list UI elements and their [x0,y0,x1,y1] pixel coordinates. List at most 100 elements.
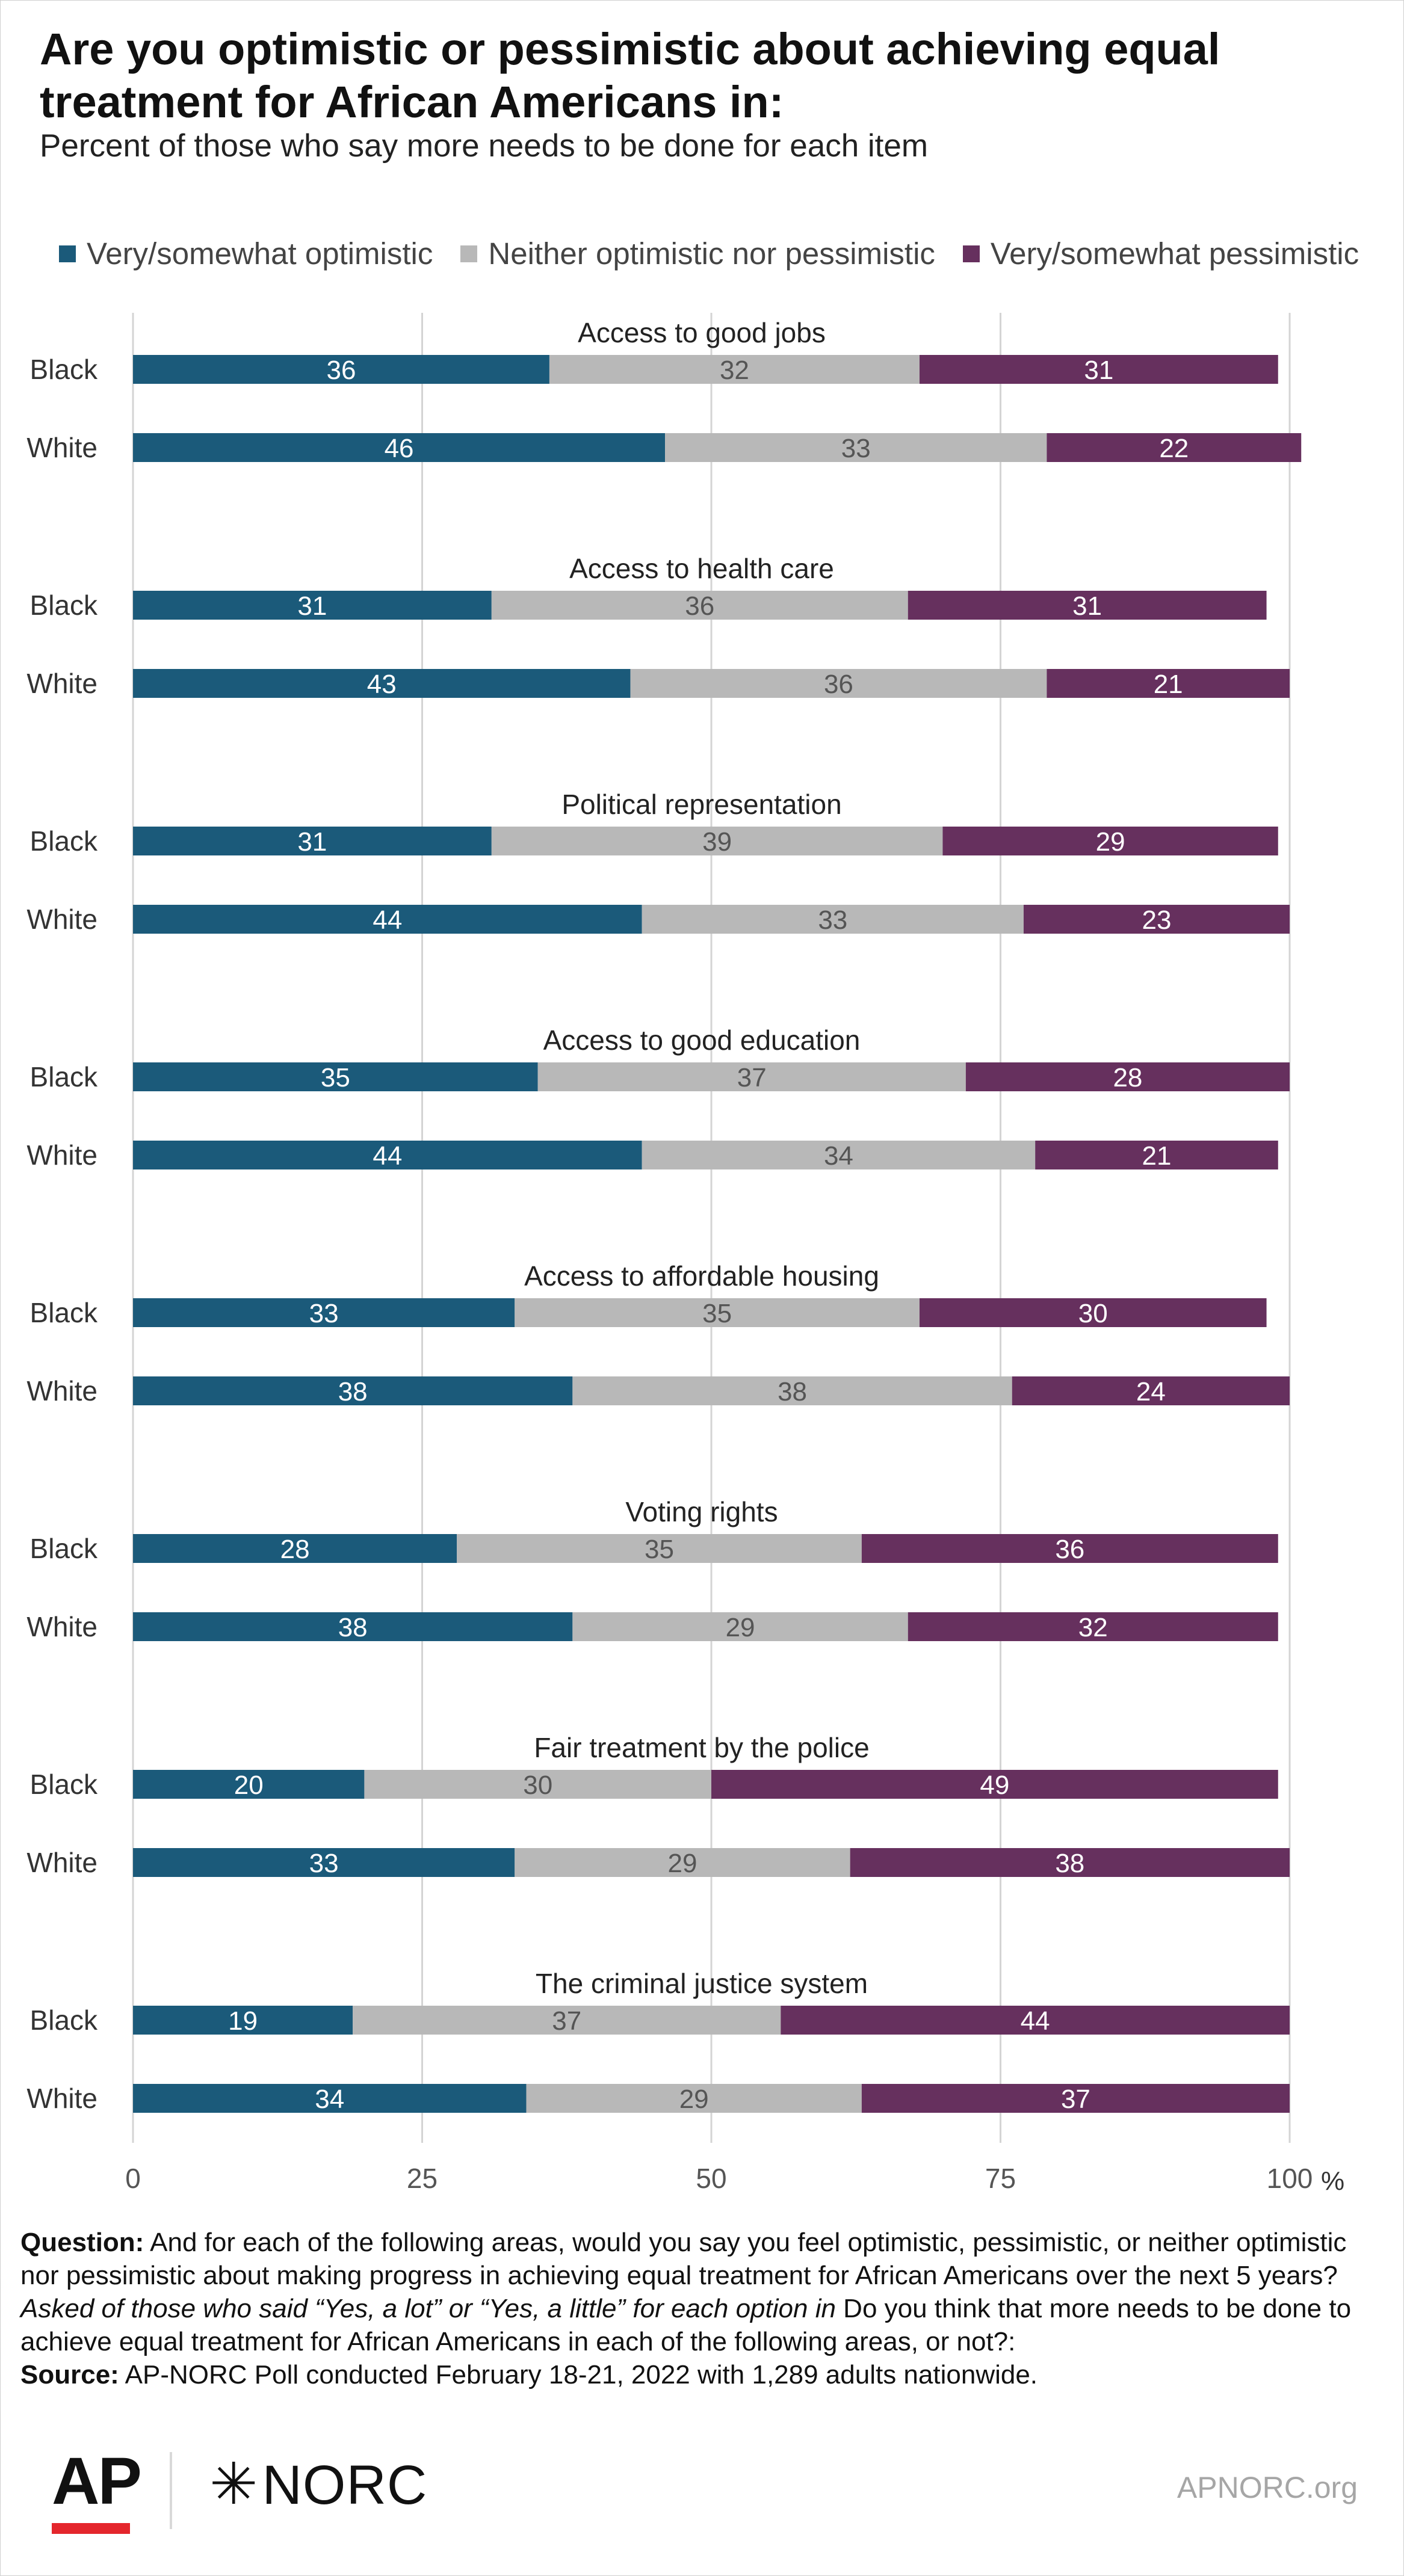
bar-segment-neither [491,591,908,620]
bar-segment-neither [353,2006,781,2035]
row-label: Black [30,1061,98,1092]
bar-segment-pessimistic [942,827,1278,855]
bar-segment-optimistic [133,905,642,934]
group-title: Access to health care [569,553,834,584]
bar-segment-neither [526,2084,862,2113]
data-label-neither: 32 [720,356,749,385]
x-tick-label-25: 25 [407,2163,438,2194]
data-label-optimistic: 43 [367,670,397,699]
question-text: And for each of the following areas, wou… [20,2228,1347,2290]
bar-segment-neither [572,1376,1012,1405]
bar-segment-pessimistic [711,1770,1278,1799]
bar-segment-pessimistic [861,2084,1290,2113]
question-label: Question: [20,2228,144,2257]
data-label-neither: 34 [824,1141,853,1171]
data-label-optimistic: 33 [309,1299,339,1328]
data-label-neither: 36 [824,670,853,699]
data-label-optimistic: 31 [297,591,327,621]
row-label: Black [30,1533,98,1564]
bar-segment-optimistic [133,591,492,620]
bar-segment-neither [364,1770,711,1799]
group-title: Voting rights [625,1496,778,1527]
row-label: White [26,1611,97,1642]
data-label-neither: 38 [778,1377,807,1407]
bar-segment-neither [572,1612,908,1641]
chart-notes: Question: And for each of the following … [20,2226,1381,2391]
ap-logo: AP [52,2444,142,2518]
bar-segment-optimistic [133,2006,353,2035]
data-label-pessimistic: 37 [1061,2085,1090,2114]
bar-segment-optimistic [133,1534,457,1563]
norc-logo: ✳NORC [209,2452,428,2516]
bar-segment-neither [630,669,1047,698]
row-label: Black [30,2004,98,2036]
data-label-pessimistic: 49 [980,1770,1009,1800]
legend-item-neither: Neither optimistic nor pessimistic [460,236,935,271]
site-link[interactable]: APNORC.org [1177,2471,1358,2504]
group-title: Access to good education [543,1025,861,1056]
row-label: Black [30,1769,98,1800]
row-label: White [26,432,97,463]
asked-italic-text: Asked of those who said “Yes, a lot” or … [20,2294,836,2323]
x-tick-label-50: 50 [696,2163,726,2194]
data-label-pessimistic: 44 [1021,2006,1050,2036]
x-tick-label-0: 0 [125,2163,141,2194]
chart-title: Are you optimistic or pessimistic about … [40,24,1220,127]
data-label-pessimistic: 29 [1096,827,1125,857]
bar-segment-neither [537,1062,966,1091]
data-label-pessimistic: 32 [1078,1613,1108,1642]
data-label-neither: 29 [679,2085,709,2114]
data-label-optimistic: 34 [315,2085,344,2114]
data-label-optimistic: 20 [234,1770,264,1800]
data-label-neither: 35 [645,1535,674,1564]
stacked-bar-chart: 0 25 50 75 100 % Access to good jobs Black 36 32 3… [26,313,1344,2196]
data-label-neither: 29 [726,1613,755,1642]
legend-swatch-optimistic [59,245,76,262]
data-label-pessimistic: 22 [1159,434,1189,463]
data-label-neither: 33 [841,434,871,463]
bar-segment-optimistic [133,1062,538,1091]
bar-segment-neither [491,827,943,855]
norc-star-icon: ✳ [209,2452,259,2516]
data-label-optimistic: 44 [373,905,402,935]
row-label: White [26,668,97,699]
bar-segment-neither [665,433,1047,462]
bar-segment-pessimistic [919,1298,1267,1327]
data-label-optimistic: 36 [326,356,356,385]
data-label-pessimistic: 30 [1078,1299,1108,1328]
legend: Very/somewhat optimistic Neither optimis… [59,236,1359,271]
bar-segment-pessimistic [781,2006,1290,2035]
data-label-neither: 39 [702,827,732,857]
bar-segment-neither [515,1298,920,1327]
bar-segment-optimistic [133,1770,365,1799]
asked-rest-text: Do you think that more needs to be done … [20,2294,1352,2356]
bar-segment-pessimistic [861,1534,1278,1563]
bar-segment-pessimistic [1012,1376,1290,1405]
footer-logos: AP ✳NORC APNORC.org [52,2448,1358,2539]
legend-label-neither: Neither optimistic nor pessimistic [488,236,935,271]
bar-segment-pessimistic [1023,905,1290,934]
data-label-pessimistic: 36 [1055,1535,1084,1564]
data-label-optimistic: 38 [338,1377,368,1407]
data-label-neither: 30 [523,1770,552,1800]
bar-segment-neither [515,1848,850,1877]
legend-item-pessimistic: Very/somewhat pessimistic [962,236,1359,271]
bar-segment-neither [642,905,1024,934]
data-label-optimistic: 38 [338,1613,368,1642]
data-label-neither: 37 [737,1063,767,1092]
bar-segment-neither [549,355,920,384]
data-label-optimistic: 19 [228,2006,258,2036]
bar-segment-pessimistic [1047,669,1290,698]
legend-swatch-neither [460,245,478,262]
data-label-pessimistic: 28 [1113,1063,1142,1092]
bar-segment-pessimistic [1047,433,1302,462]
data-label-optimistic: 35 [321,1063,350,1092]
group-title: The criminal justice system [536,1968,868,1999]
bar-segment-optimistic [133,1848,515,1877]
bar-segment-optimistic [133,669,631,698]
data-label-neither: 29 [667,1849,697,1878]
norc-logo-text: NORC [262,2454,428,2516]
x-axis-unit: % [1321,2166,1344,2196]
group-title: Access to good jobs [578,317,826,348]
source-text: AP-NORC Poll conducted February 18-21, 2… [119,2360,1038,2390]
